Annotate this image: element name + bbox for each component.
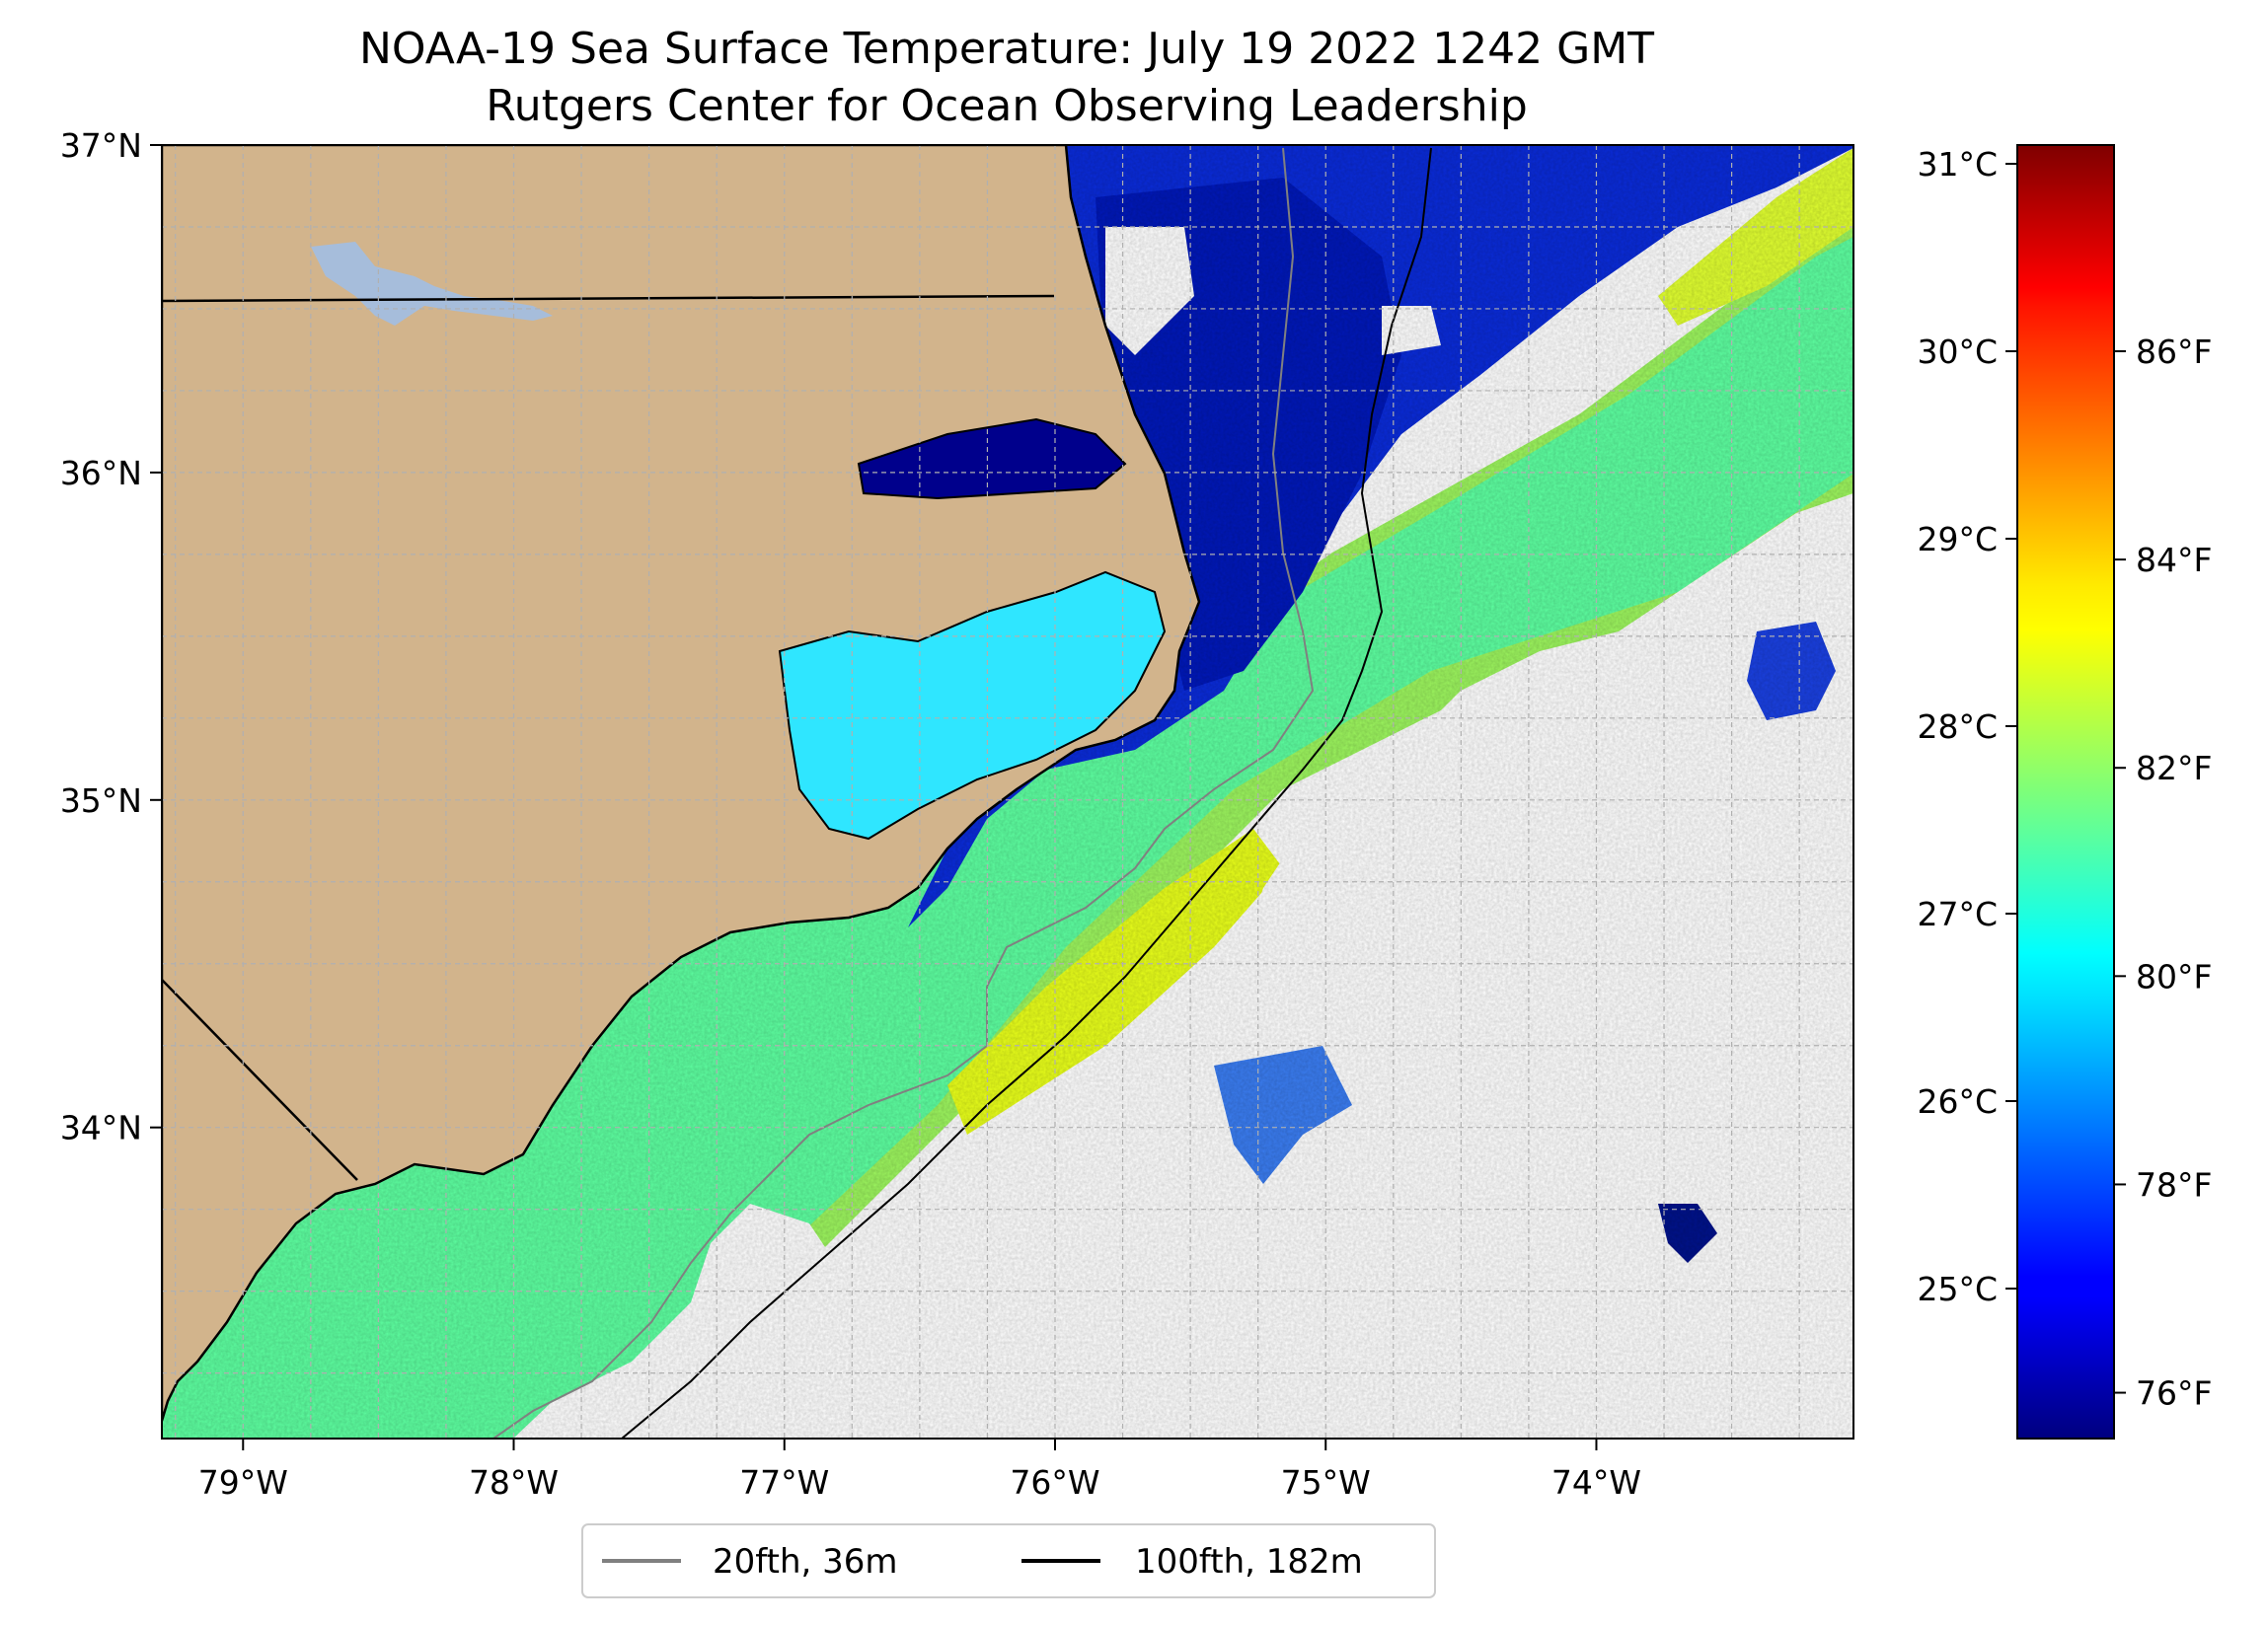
sound-interior-water [778,570,1167,841]
lat-tick-label: 37°N [60,126,142,165]
lake-kerr [311,242,553,326]
celsius-tick-label: 29°C [1917,520,1998,558]
colorbar-fahrenheit-ticks: 76°F 78°F 80°F 82°F 84°F 86°F [2114,333,2212,1413]
isobath-20fth [492,147,1315,1439]
map-title-line1: NOAA-19 Sea Surface Temperature: July 19… [359,24,1654,74]
celsius-tick-label: 27°C [1917,895,1998,933]
lat-tick-label: 35°N [60,781,142,820]
fahrenheit-tick-label: 86°F [2136,333,2212,371]
fahrenheit-tick-label: 78°F [2136,1165,2212,1204]
celsius-tick-label: 30°C [1917,333,1998,371]
fahrenheit-tick-label: 76°F [2136,1374,2212,1413]
lon-tick-label: 77°W [739,1463,829,1502]
fahrenheit-tick-label: 80°F [2136,957,2212,996]
celsius-tick-label: 28°C [1917,707,1998,746]
state-boundary-nc-sc [162,979,358,1181]
map-panel [162,145,1853,1439]
lon-tick-label: 74°W [1551,1463,1641,1502]
fahrenheit-tick-label: 82°F [2136,749,2212,787]
celsius-tick-label: 25°C [1917,1270,1998,1308]
lon-tick-label: 76°W [1010,1463,1099,1502]
legend-label-20fth: 20fth, 36m [713,1542,898,1582]
lat-tick-label: 36°N [60,454,142,492]
albemarle-sound-water [857,417,1127,500]
lon-tick-label: 78°W [469,1463,559,1502]
lon-tick-label: 75°W [1281,1463,1371,1502]
map-frame [161,144,1854,1440]
lat-tick-label: 34°N [60,1109,142,1147]
map-gridlines [162,145,1853,1439]
legend-box [581,1523,1436,1598]
celsius-tick-label: 26°C [1917,1082,1998,1121]
isobath-100fth [621,147,1432,1439]
colorbar: 25°C 26°C 27°C 28°C 29°C 30°C 31°C 76°F 78°F 80°… [1917,144,2212,1440]
fahrenheit-tick-label: 84°F [2136,541,2212,579]
legend-label-100fth: 100fth, 182m [1135,1542,1363,1582]
celsius-tick-label: 31°C [1917,145,1998,184]
colorbar-celsius-ticks: 25°C 26°C 27°C 28°C 29°C 30°C 31°C [1917,145,2017,1308]
lon-tick-label: 79°W [198,1463,288,1502]
isobath-legend: 20fth, 36m 100fth, 182m [581,1523,1436,1598]
lon-tick-labels: 79°W 78°W 77°W 76°W 75°W 74°W [198,1439,1641,1502]
lat-tick-labels: 37°N 36°N 35°N 34°N [60,126,162,1147]
colorbar-gradient [2016,144,2115,1440]
map-title-line2: Rutgers Center for Ocean Observing Leade… [486,81,1528,131]
